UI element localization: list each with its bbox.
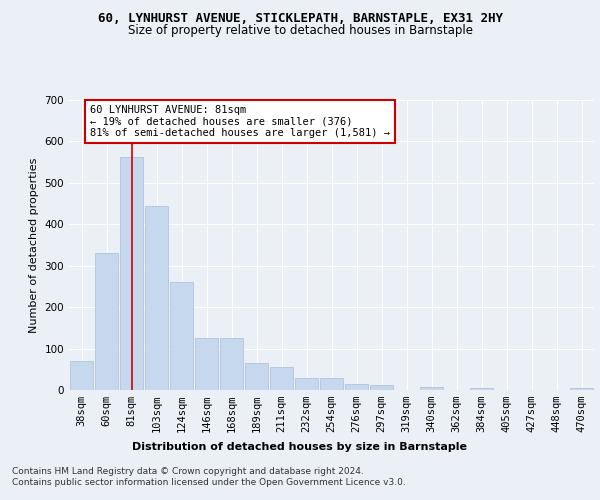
Bar [95, 254, 118, 390]
Bar [70, 361, 93, 390]
Bar [270, 367, 293, 390]
Bar [320, 378, 343, 390]
Bar [145, 206, 168, 390]
Bar [470, 388, 493, 390]
Text: 60 LYNHURST AVENUE: 81sqm
← 19% of detached houses are smaller (376)
81% of semi: 60 LYNHURST AVENUE: 81sqm ← 19% of detac… [90, 105, 390, 138]
Y-axis label: Number of detached properties: Number of detached properties [29, 158, 39, 332]
Bar [245, 363, 268, 390]
Bar [120, 157, 143, 390]
Bar [295, 378, 318, 390]
Bar [570, 388, 593, 390]
Bar [370, 385, 393, 390]
Bar [345, 384, 368, 390]
Text: Distribution of detached houses by size in Barnstaple: Distribution of detached houses by size … [133, 442, 467, 452]
Bar [170, 282, 193, 390]
Bar [195, 338, 218, 390]
Text: Size of property relative to detached houses in Barnstaple: Size of property relative to detached ho… [128, 24, 473, 37]
Text: Contains HM Land Registry data © Crown copyright and database right 2024.
Contai: Contains HM Land Registry data © Crown c… [12, 468, 406, 487]
Bar [420, 387, 443, 390]
Bar [220, 338, 243, 390]
Text: 60, LYNHURST AVENUE, STICKLEPATH, BARNSTAPLE, EX31 2HY: 60, LYNHURST AVENUE, STICKLEPATH, BARNST… [97, 12, 503, 26]
